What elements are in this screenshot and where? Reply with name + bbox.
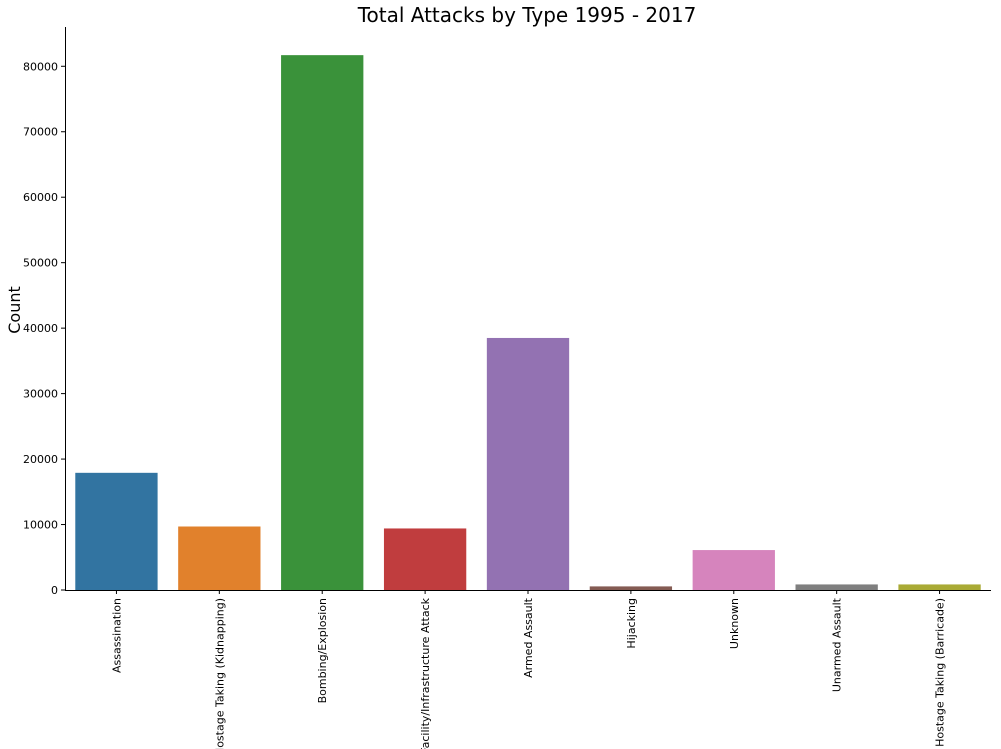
y-tick-label: 10000 — [23, 519, 58, 532]
y-axis-title: Count — [5, 286, 24, 334]
x-tick-label: Hostage Taking (Barricade) — [934, 598, 947, 747]
y-tick-label: 40000 — [23, 322, 58, 335]
x-tick-label: Assassination — [110, 598, 123, 673]
bar-facility-infrastructure-attack — [383, 528, 467, 590]
x-tick-label: Bombing/Explosion — [316, 598, 329, 703]
x-tick-label: Hijacking — [625, 598, 638, 649]
x-tick-label: Unarmed Assault — [831, 597, 844, 692]
bar-hostage-taking-kidnapping — [178, 526, 261, 590]
y-tick-label: 30000 — [23, 388, 58, 401]
y-tick-label: 50000 — [23, 257, 58, 270]
bar-hijacking — [589, 586, 673, 590]
bar-assassination — [75, 472, 158, 590]
bar-unknown — [692, 550, 775, 590]
y-tick-label: 20000 — [23, 453, 58, 466]
x-tick-label: Armed Assault — [522, 597, 535, 678]
bar-bombing-explosion — [281, 55, 364, 590]
bar-armed-assault — [486, 337, 570, 590]
x-tick-label: Unknown — [728, 598, 741, 649]
bar-unarmed-assault — [795, 584, 878, 590]
x-tick-label: Hostage Taking (Kidnapping) — [213, 598, 226, 749]
x-axis-ticks: Assassination Hostage Taking (Kidnapping)… — [110, 590, 947, 749]
chart-title: Total Attacks by Type 1995 - 2017 — [357, 3, 697, 27]
y-axis-ticks: 0 10000 20000 30000 40000 50000 60000 70000 8000… — [23, 60, 65, 597]
y-tick-label: 80000 — [23, 60, 58, 73]
y-tick-label: 60000 — [23, 191, 58, 204]
y-tick-label: 0 — [51, 584, 58, 597]
bars-group — [75, 55, 981, 590]
y-tick-label: 70000 — [23, 126, 58, 139]
bar-hostage-taking-barricade — [898, 584, 981, 590]
x-tick-label: Facility/Infrastructure Attack — [419, 597, 432, 749]
